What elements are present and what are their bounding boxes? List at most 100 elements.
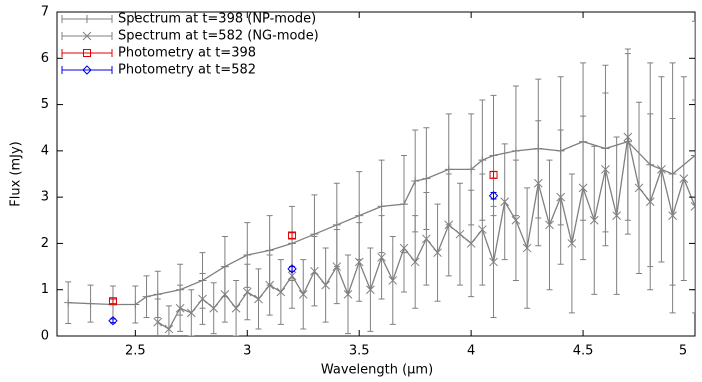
legend-bar [61,66,113,74]
marker [310,266,319,276]
y-tick-label: 4 [41,143,49,158]
marker [198,294,207,304]
marker [86,299,95,308]
marker [287,264,297,274]
marker [511,215,521,225]
marker [298,289,308,299]
y-tick-label: 0 [41,329,49,344]
marker [489,151,498,160]
marker [332,262,342,271]
error-bar [109,298,116,305]
marker [477,225,487,234]
marker [343,289,353,299]
legend-label: Photometry at t=582 [118,63,256,78]
legend-marker [83,15,91,23]
plot-area [64,20,695,336]
marker [612,211,622,221]
marker [243,251,252,259]
x-tick-label: 4 [467,344,475,359]
y-axis-label: Flux (mJy) [9,141,24,207]
marker [355,211,364,220]
marker [444,220,454,230]
marker [691,151,695,160]
marker [242,287,252,297]
legend-bar [61,49,113,57]
marker [668,211,677,221]
y-tick-label: 5 [41,97,49,112]
marker [511,146,520,155]
marker [500,197,510,207]
marker [220,289,230,299]
marker [556,192,566,202]
marker [411,176,420,185]
y-tick-label: 2 [41,236,49,251]
error-bar [490,192,497,200]
legend-label: Spectrum at t=582 (NG-mode) [118,29,319,44]
marker [388,276,398,285]
marker [601,165,610,174]
marker [522,243,532,253]
marker [153,290,162,299]
marker [444,165,453,174]
marker [690,202,695,211]
x-tick-label: 3.5 [349,344,370,359]
series-line [68,140,695,306]
marker [108,316,118,326]
y-tick-label: 7 [41,5,49,20]
marker [377,252,386,262]
marker [231,303,241,313]
marker [64,298,73,307]
legend-marker [83,49,91,57]
marker [332,220,341,229]
marker [488,191,499,201]
error-bar [289,232,296,239]
legend-marker [82,65,92,75]
error-bar [692,99,695,314]
marker [399,243,409,253]
marker [321,280,330,290]
marker [142,292,151,301]
marker [589,215,599,225]
marker [422,174,431,183]
y-tick-label: 3 [41,190,49,205]
marker [287,271,297,281]
marker [265,280,275,290]
x-tick-label: 5 [679,344,687,359]
marker [366,285,375,295]
marker [489,257,498,267]
marker [164,324,174,334]
x-tick-label: 4.5 [573,344,594,359]
marker [265,246,274,255]
legend-bar [61,15,113,23]
marker [254,294,263,304]
marker [108,297,117,306]
marker [466,239,476,248]
marker [410,257,420,267]
marker [131,300,140,309]
marker [153,317,163,327]
marker [455,229,465,239]
legend-bar [61,32,113,40]
plot-frame [56,11,696,337]
marker [545,220,554,230]
marker [657,165,666,174]
marker [567,239,577,248]
marker [209,303,219,313]
x-tick-label: 2.5 [125,344,146,359]
marker [433,248,442,258]
legend-label: Spectrum at t=398 (NP-mode) [118,12,316,27]
marker [422,234,431,244]
legend-marker [82,31,92,41]
marker [645,197,655,207]
x-axis-label: Wavelength (μm) [321,363,433,378]
marker [175,303,185,313]
marker [276,287,286,297]
marker [467,165,476,174]
y-tick-label: 1 [41,282,49,297]
legend-label: Photometry at t=398 [118,46,256,61]
marker [354,257,364,267]
x-tick-label: 3 [243,344,251,359]
marker [186,308,196,318]
marker [634,183,644,193]
